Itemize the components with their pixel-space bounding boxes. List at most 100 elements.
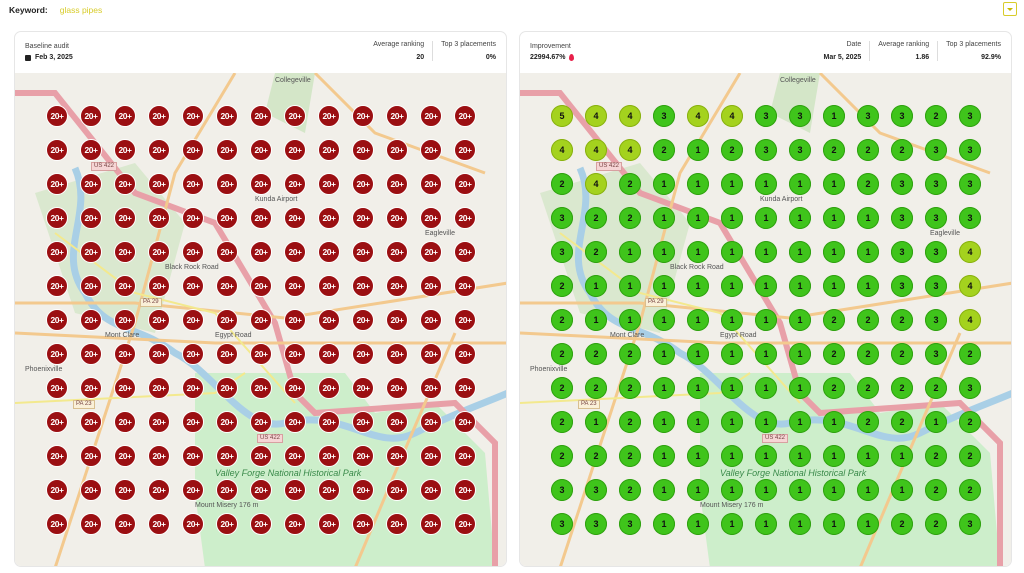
rank-pin[interactable]: 20+ (454, 343, 476, 365)
rank-pin[interactable]: 20+ (454, 105, 476, 127)
rank-pin[interactable]: 20+ (148, 309, 170, 331)
rank-pin[interactable]: 20+ (318, 173, 340, 195)
rank-pin[interactable]: 20+ (318, 309, 340, 331)
rank-pin[interactable]: 20+ (318, 275, 340, 297)
rank-pin[interactable]: 2 (551, 343, 573, 365)
rank-pin[interactable]: 20+ (80, 275, 102, 297)
rank-pin[interactable]: 20+ (386, 173, 408, 195)
rank-pin[interactable]: 1 (687, 513, 709, 535)
rank-pin[interactable]: 3 (857, 105, 879, 127)
rank-pin[interactable]: 20+ (318, 479, 340, 501)
rank-pin[interactable]: 20+ (46, 173, 68, 195)
rank-pin[interactable]: 1 (653, 513, 675, 535)
rank-pin[interactable]: 20+ (250, 139, 272, 161)
rank-pin[interactable]: 20+ (318, 513, 340, 535)
rank-pin[interactable]: 20+ (386, 513, 408, 535)
rank-pin[interactable]: 2 (585, 445, 607, 467)
rank-pin[interactable]: 3 (585, 479, 607, 501)
rank-pin[interactable]: 20+ (182, 309, 204, 331)
rank-pin[interactable]: 20+ (420, 377, 442, 399)
rank-pin[interactable]: 20+ (386, 479, 408, 501)
rank-pin[interactable]: 20+ (216, 445, 238, 467)
rank-pin[interactable]: 20+ (420, 105, 442, 127)
rank-pin[interactable]: 20+ (420, 479, 442, 501)
rank-pin[interactable]: 20+ (284, 343, 306, 365)
rank-pin[interactable]: 20+ (114, 445, 136, 467)
rank-pin[interactable]: 1 (857, 207, 879, 229)
rank-pin[interactable]: 3 (959, 207, 981, 229)
rank-pin[interactable]: 1 (789, 411, 811, 433)
rank-pin[interactable]: 20+ (284, 479, 306, 501)
rank-pin[interactable]: 2 (585, 241, 607, 263)
rank-pin[interactable]: 20+ (420, 343, 442, 365)
rank-pin[interactable]: 1 (721, 173, 743, 195)
rank-pin[interactable]: 20+ (216, 377, 238, 399)
rank-pin[interactable]: 20+ (114, 241, 136, 263)
rank-pin[interactable]: 1 (857, 479, 879, 501)
rank-pin[interactable]: 1 (823, 241, 845, 263)
rank-pin[interactable]: 2 (891, 343, 913, 365)
rank-pin[interactable]: 2 (551, 173, 573, 195)
rank-pin[interactable]: 20+ (318, 411, 340, 433)
rank-pin[interactable]: 20+ (216, 309, 238, 331)
rank-pin[interactable]: 3 (959, 377, 981, 399)
rank-pin[interactable]: 2 (959, 479, 981, 501)
rank-pin[interactable]: 20+ (454, 411, 476, 433)
rank-pin[interactable]: 1 (687, 173, 709, 195)
rank-pin[interactable]: 20+ (182, 479, 204, 501)
rank-pin[interactable]: 20+ (46, 343, 68, 365)
rank-pin[interactable]: 20+ (80, 479, 102, 501)
rank-pin[interactable]: 2 (551, 445, 573, 467)
rank-pin[interactable]: 20+ (46, 513, 68, 535)
rank-pin[interactable]: 20+ (46, 309, 68, 331)
rank-pin[interactable]: 1 (721, 377, 743, 399)
rank-pin[interactable]: 20+ (46, 139, 68, 161)
rank-pin[interactable]: 4 (687, 105, 709, 127)
rank-pin[interactable]: 3 (959, 173, 981, 195)
rank-pin[interactable]: 2 (823, 139, 845, 161)
rank-pin[interactable]: 20+ (284, 207, 306, 229)
rank-pin[interactable]: 20+ (386, 343, 408, 365)
rank-pin[interactable]: 20+ (182, 207, 204, 229)
rank-pin[interactable]: 2 (551, 377, 573, 399)
rank-pin[interactable]: 1 (721, 207, 743, 229)
rank-pin[interactable]: 20+ (352, 479, 374, 501)
rank-pin[interactable]: 3 (959, 105, 981, 127)
rank-pin[interactable]: 20+ (80, 343, 102, 365)
rank-pin[interactable]: 20+ (318, 343, 340, 365)
rank-pin[interactable]: 20+ (454, 139, 476, 161)
rank-pin[interactable]: 1 (823, 275, 845, 297)
rank-pin[interactable]: 3 (959, 513, 981, 535)
expand-dropdown-button[interactable] (1003, 2, 1017, 16)
rank-pin[interactable]: 20+ (46, 445, 68, 467)
rank-pin[interactable]: 20+ (454, 207, 476, 229)
rank-pin[interactable]: 20+ (420, 513, 442, 535)
rank-pin[interactable]: 20+ (148, 105, 170, 127)
rank-pin[interactable]: 3 (585, 513, 607, 535)
rank-pin[interactable]: 20+ (148, 445, 170, 467)
rank-pin[interactable]: 4 (551, 139, 573, 161)
rank-pin[interactable]: 2 (857, 309, 879, 331)
rank-pin[interactable]: 20+ (284, 139, 306, 161)
rank-pin[interactable]: 20+ (80, 139, 102, 161)
rank-pin[interactable]: 1 (925, 411, 947, 433)
rank-pin[interactable]: 20+ (216, 173, 238, 195)
rank-pin[interactable]: 20+ (454, 513, 476, 535)
rank-pin[interactable]: 4 (959, 309, 981, 331)
rank-pin[interactable]: 20+ (114, 275, 136, 297)
rank-pin[interactable]: 20+ (386, 445, 408, 467)
rank-pin[interactable]: 1 (653, 241, 675, 263)
rank-pin[interactable]: 20+ (386, 105, 408, 127)
rank-pin[interactable]: 1 (789, 275, 811, 297)
rank-pin[interactable]: 20+ (182, 105, 204, 127)
rank-pin[interactable]: 2 (857, 377, 879, 399)
rank-pin[interactable]: 2 (823, 377, 845, 399)
rank-pin[interactable]: 20+ (318, 241, 340, 263)
rank-pin[interactable]: 20+ (386, 275, 408, 297)
rank-pin[interactable]: 20+ (148, 207, 170, 229)
rank-pin[interactable]: 3 (551, 207, 573, 229)
rank-pin[interactable]: 20+ (114, 173, 136, 195)
rank-pin[interactable]: 4 (619, 105, 641, 127)
rank-pin[interactable]: 20+ (216, 139, 238, 161)
rank-pin[interactable]: 1 (823, 445, 845, 467)
